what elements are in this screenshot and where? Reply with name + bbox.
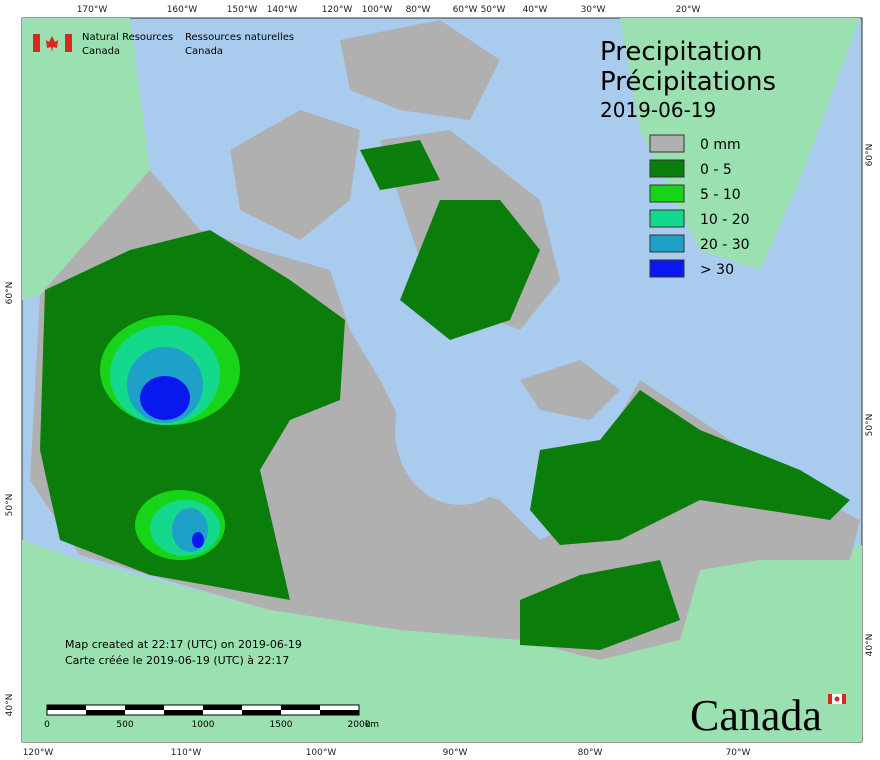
graticule: 170°W 160°W 150°W 140°W 120°W 100°W 80°W 60°W 50… xyxy=(5,5,875,758)
lon-label: 120°W xyxy=(322,5,353,15)
title-fr: Précipitations xyxy=(600,67,776,97)
lon-label: 80°W xyxy=(406,5,431,15)
scale-seg xyxy=(320,710,359,715)
scale-seg xyxy=(281,705,320,710)
lon-label: 100°W xyxy=(362,5,393,15)
agency-en: Canada xyxy=(82,46,120,57)
legend-label: 0 mm xyxy=(700,137,741,153)
legend-label: 20 - 30 xyxy=(700,237,750,253)
legend-label: 0 - 5 xyxy=(700,162,732,178)
legend-label: 5 - 10 xyxy=(700,187,741,203)
scale-seg xyxy=(125,705,164,710)
lon-label: 30°W xyxy=(581,5,606,15)
wordmark-text: Canada xyxy=(690,691,822,740)
scale-label: 2000 xyxy=(348,720,371,730)
legend-label: > 30 xyxy=(700,262,734,278)
legend: 0 mm 0 - 5 5 - 10 10 - 20 20 - 30 > 30 xyxy=(649,134,750,278)
lat-label: 40°N xyxy=(5,694,15,717)
legend-swatch xyxy=(649,184,685,203)
wordmark: Canada xyxy=(690,691,846,740)
lon-label: 40°W xyxy=(523,5,548,15)
lat-label: 50°N xyxy=(5,494,15,517)
title-en: Precipitation xyxy=(600,37,763,67)
lon-label: 170°W xyxy=(77,5,108,15)
legend-swatch xyxy=(649,259,685,278)
scale-label: 0 xyxy=(44,720,50,730)
lon-label: 90°W xyxy=(443,748,468,758)
legend-swatch xyxy=(649,209,685,228)
date: 2019-06-19 xyxy=(600,98,716,122)
lon-label: 140°W xyxy=(267,5,298,15)
scale-label: 500 xyxy=(116,720,133,730)
lat-label: 50°N xyxy=(865,414,875,437)
lon-label: 20°W xyxy=(676,5,701,15)
scale-label: 1500 xyxy=(270,720,293,730)
created-en: Map created at 22:17 (UTC) on 2019-06-19 xyxy=(65,638,302,651)
scale-seg xyxy=(47,705,86,710)
lon-label: 80°W xyxy=(578,748,603,758)
agency-en: Natural Resources xyxy=(82,32,173,43)
agency-fr: Ressources naturelles xyxy=(185,32,294,43)
lon-label: 50°W xyxy=(481,5,506,15)
agency-fr: Canada xyxy=(185,46,223,57)
legend-swatch xyxy=(649,134,685,153)
lon-label: 150°W xyxy=(227,5,258,15)
lon-label: 120°W xyxy=(23,748,54,758)
scale-label: 1000 xyxy=(192,720,215,730)
scale-seg xyxy=(203,705,242,710)
scale-seg xyxy=(86,710,125,715)
lon-label: 100°W xyxy=(306,748,337,758)
scale-seg xyxy=(242,710,281,715)
lon-label: 160°W xyxy=(167,5,198,15)
lat-label: 40°N xyxy=(865,634,875,657)
lat-label: 60°N xyxy=(865,144,875,167)
scale-seg xyxy=(164,710,203,715)
legend-swatch xyxy=(649,159,685,178)
lon-label: 110°W xyxy=(171,748,202,758)
legend-swatch xyxy=(649,234,685,253)
created-fr: Carte créée le 2019-06-19 (UTC) à 22:17 xyxy=(65,654,289,667)
legend-label: 10 - 20 xyxy=(700,212,750,228)
header: Natural Resources Canada Ressources natu… xyxy=(33,32,294,57)
lon-label: 60°W xyxy=(453,5,478,15)
precipitation xyxy=(40,140,850,650)
scale-unit: km xyxy=(365,720,379,730)
lat-label: 60°N xyxy=(5,282,15,305)
lon-label: 70°W xyxy=(726,748,751,758)
